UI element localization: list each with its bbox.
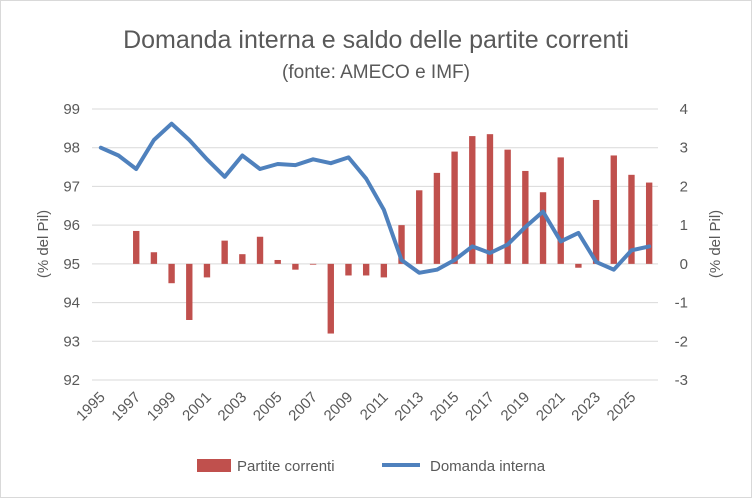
x-tick-label: 2017 [462,389,498,425]
bar-2000 [186,263,193,320]
x-tick-label: 2013 [391,389,427,425]
x-tick-label: 1999 [144,389,180,425]
bar-2016 [469,136,476,264]
right-tick-label: 2 [680,178,688,195]
chart-subtitle: (fonte: AMECO e IMF) [282,62,470,83]
left-tick-label: 96 [63,217,80,234]
bar-2014 [433,172,441,264]
bar-2013 [416,190,423,264]
left-tick-label: 99 [63,101,80,118]
right-tick-label: -3 [675,372,688,389]
right-y-ticks: 4 3 2 1 0 -1 -2 -3 [675,101,688,389]
gridlines [92,108,658,381]
x-tick-label: 2011 [357,389,392,424]
bar-2009 [345,263,352,276]
bar-2022 [575,263,582,268]
left-tick-label: 94 [63,295,80,312]
bar-1997 [133,230,140,264]
bar-2008 [327,263,334,334]
left-axis-title: (% del Pil) [35,210,52,278]
bar-2017 [486,134,494,264]
bar-2019 [522,170,529,264]
legend-label-bars: Partite correnti [237,458,335,475]
bar-2023 [592,199,600,264]
left-tick-label: 92 [63,372,80,389]
bar-2018 [504,149,511,264]
x-tick-label: 2019 [498,389,534,425]
right-tick-label: -1 [675,295,688,312]
bar-1999 [168,263,175,284]
bar-2003 [239,254,246,264]
bar-2025 [628,174,635,264]
bar-2024 [610,155,617,264]
legend: Partite correnti Domanda interna [197,458,546,475]
right-tick-label: -2 [675,333,688,350]
x-tick-label: 2023 [568,389,604,425]
bar-series [133,134,653,334]
left-y-ticks: 99 98 97 96 95 94 93 92 [63,101,80,389]
bar-2010 [362,263,370,276]
line-domanda-interna [98,121,652,275]
x-tick-label: 1997 [108,389,144,425]
chart-title: Domanda interna e saldo delle partite co… [123,26,629,54]
bar-2021 [557,157,564,264]
bar-2020 [539,192,547,264]
bar-2015 [451,151,458,264]
right-tick-label: 1 [680,217,688,234]
x-tick-label: 2015 [427,389,463,425]
bar-2005 [274,259,281,264]
bar-2011 [380,263,388,278]
right-tick-label: 0 [680,256,688,273]
bar-2012 [398,225,405,264]
x-ticks: 1995 1997 1999 2001 2003 2005 2007 2009 2011 2013… [73,389,639,425]
legend-swatch-bars [197,459,231,472]
x-tick-label: 2021 [533,389,569,425]
left-tick-label: 95 [63,256,80,273]
right-axis-title: (% del Pil) [707,210,724,278]
bar-2002 [221,240,228,264]
x-tick-label: 2001 [179,389,215,425]
right-tick-label: 3 [680,140,688,157]
left-tick-label: 93 [63,333,80,350]
bar-1998 [150,252,158,264]
x-tick-label: 2005 [250,389,286,425]
x-tick-label: 2003 [215,389,251,425]
right-tick-label: 4 [680,101,688,118]
left-tick-label: 98 [63,140,80,157]
x-tick-label: 2009 [321,389,357,425]
left-tick-label: 97 [63,178,80,195]
bar-2026 [645,182,653,264]
legend-label-line: Domanda interna [430,458,546,475]
x-tick-label: 2025 [604,389,640,425]
x-tick-label: 1995 [73,389,109,425]
bar-2007 [309,263,317,265]
bar-2001 [203,263,211,278]
x-tick-label: 2007 [285,389,321,425]
bar-2006 [292,263,299,270]
line-series [98,121,652,275]
bar-2004 [256,236,264,264]
